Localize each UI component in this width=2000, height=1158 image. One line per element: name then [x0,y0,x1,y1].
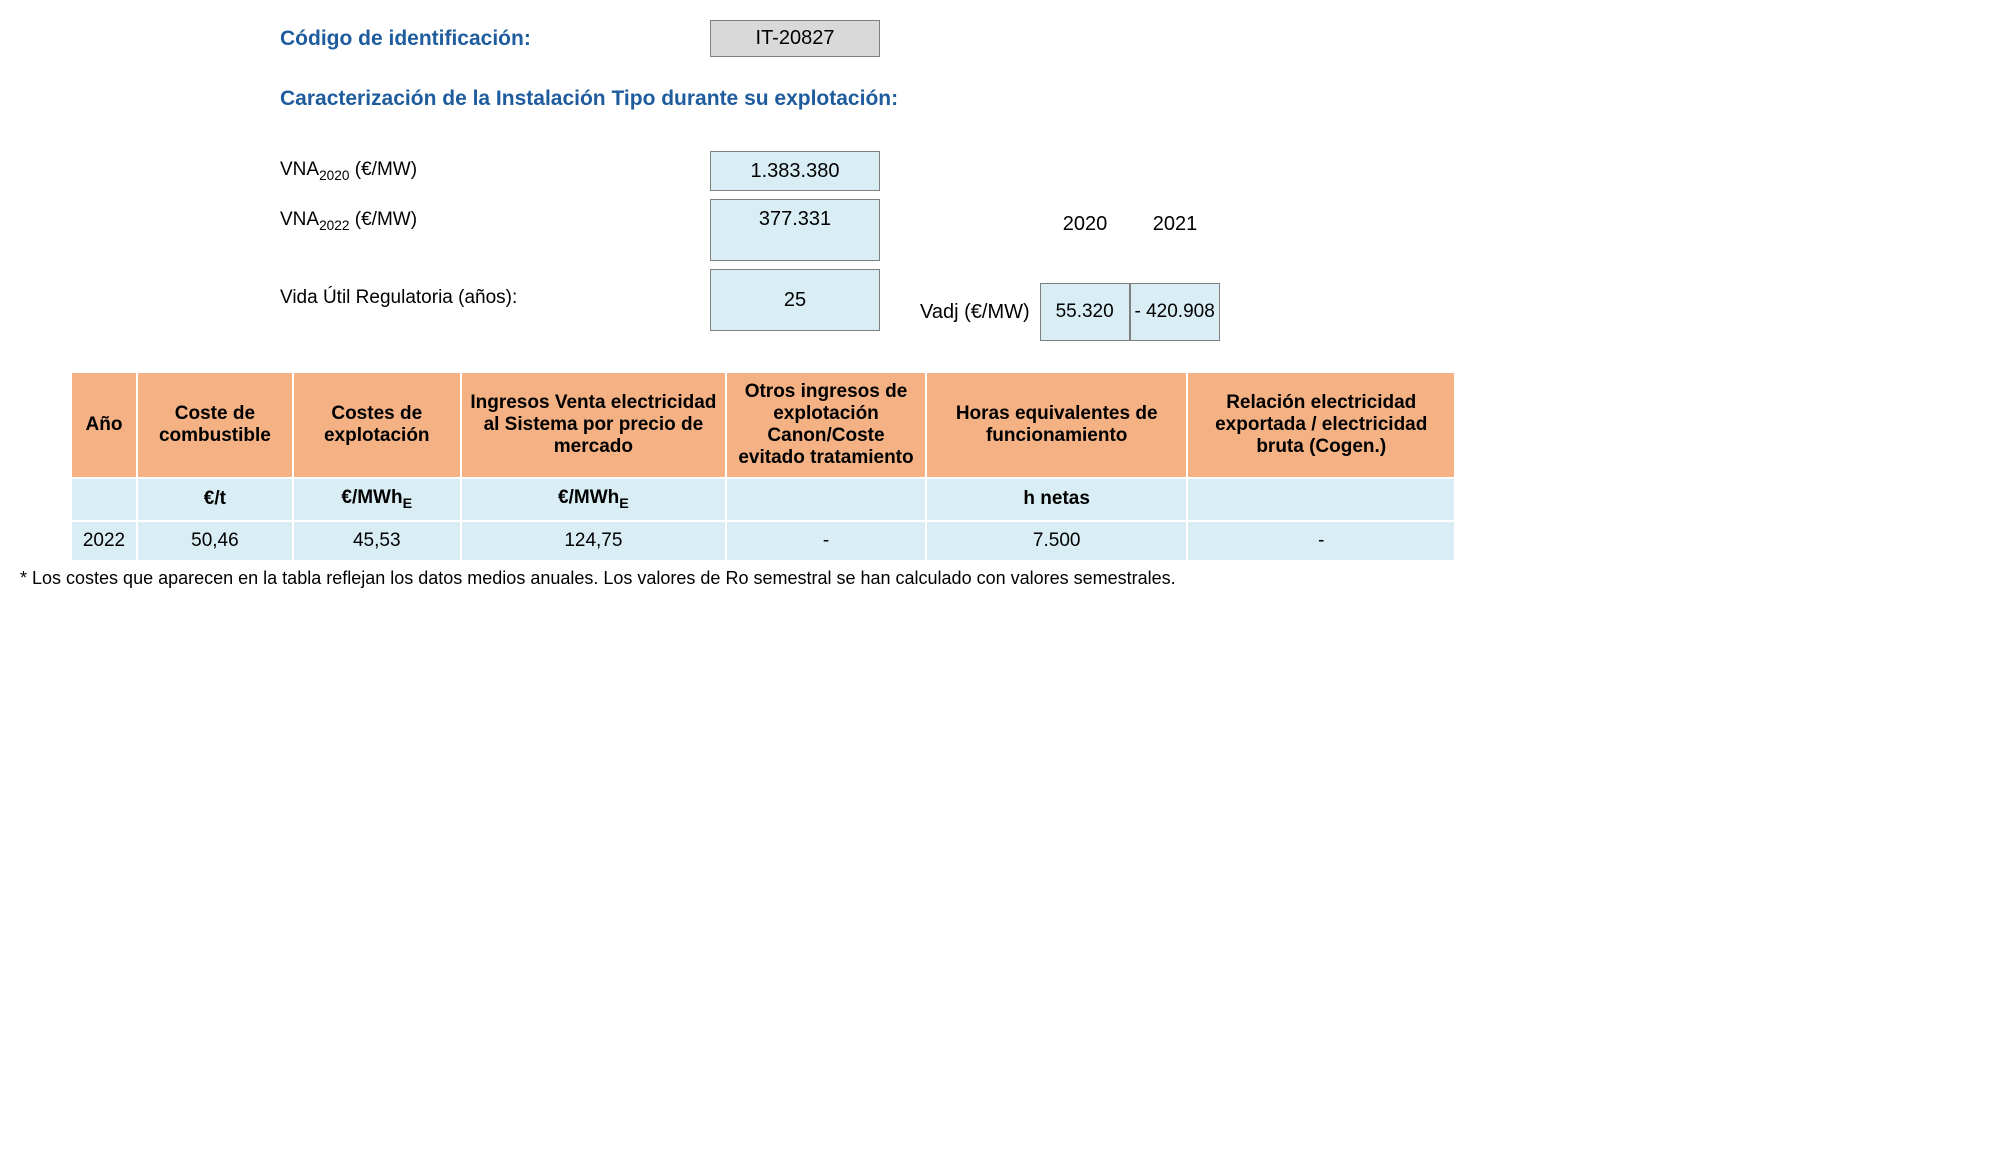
vna2020-row: VNA2020 (€/MW) 1.383.380 [280,151,1990,191]
vna2020-label-pre: VNA [280,159,319,180]
vida-row: Vida Útil Regulatoria (años): 25 Vadj (€… [280,269,1990,341]
vna2022-row: VNA2022 (€/MW) 377.331 2020 2021 [280,199,1990,261]
vadj-cells: 55.320 - 420.908 [1040,283,1220,341]
vna2022-label: VNA2022 (€/MW) [280,199,710,233]
vida-label: Vida Útil Regulatoria (años): [280,269,710,309]
th-ratio: Relación electricidad exportada / electr… [1187,372,1455,478]
vna2020-value: 1.383.380 [710,151,880,191]
th-opcost: Costes de explotación [293,372,461,478]
th-year: Año [71,372,137,478]
vna2020-label-post: (€/MW) [350,159,418,180]
unit-ratio [1187,478,1455,521]
th-fuel: Coste de combustible [137,372,293,478]
unit-hours: h netas [926,478,1188,521]
unit-sales: €/MWhE [461,478,726,521]
unit-opcost: €/MWhE [293,478,461,521]
cell-ratio: - [1187,521,1455,561]
cell-sales: 124,75 [461,521,726,561]
unit-year [71,478,137,521]
table-head: Año Coste de combustible Costes de explo… [71,372,1455,478]
cell-opcost: 45,53 [293,521,461,561]
th-hours: Horas equivalentes de funcionamiento [926,372,1188,478]
vadj-label: Vadj (€/MW) [920,301,1030,324]
vna2022-value: 377.331 [710,199,880,261]
vna2022-sub: 2022 [319,218,349,233]
table-row: 2022 50,46 45,53 124,75 - 7.500 - [71,521,1455,561]
id-label: Código de identificación: [280,27,710,51]
unit-opcost-pre: €/MWh [341,487,402,508]
vadj-year-0: 2020 [1040,209,1130,240]
table-header-row: Año Coste de combustible Costes de explo… [71,372,1455,478]
vadj-value-0: 55.320 [1040,283,1130,341]
vna2022-label-post: (€/MW) [350,209,418,230]
unit-other [726,478,926,521]
table-units-row: €/t €/MWhE €/MWhE h netas [71,478,1455,521]
id-value: IT-20827 [710,20,880,57]
identification-section: Código de identificación: IT-20827 [280,20,1990,57]
vida-value: 25 [710,269,880,331]
characterization-section: Caracterización de la Instalación Tipo d… [280,87,1990,341]
main-table: Año Coste de combustible Costes de explo… [70,371,1456,562]
char-title: Caracterización de la Instalación Tipo d… [280,87,1990,111]
th-other: Otros ingresos de explotación Canon/Cost… [726,372,926,478]
vadj-years-header: 2020 2021 [1040,209,1220,240]
table-body: €/t €/MWhE €/MWhE h netas 2022 50,46 45,… [71,478,1455,561]
unit-sales-pre: €/MWh [558,487,619,508]
vadj-years-wrap: 2020 2021 [1040,199,1220,240]
vadj-year-1: 2021 [1130,209,1220,240]
footnote: * Los costes que aparecen en la tabla re… [20,568,1990,589]
vna2022-label-pre: VNA [280,209,319,230]
th-sales: Ingresos Venta electricidad al Sistema p… [461,372,726,478]
cell-hours: 7.500 [926,521,1188,561]
cell-other: - [726,521,926,561]
id-row: Código de identificación: IT-20827 [280,20,1990,57]
vadj-value-1: - 420.908 [1130,283,1220,341]
unit-opcost-sub: E [403,496,413,512]
unit-sales-sub: E [619,496,629,512]
cell-year: 2022 [71,521,137,561]
vna2020-sub: 2020 [319,168,349,183]
unit-fuel: €/t [137,478,293,521]
vna2020-label: VNA2020 (€/MW) [280,159,710,183]
cell-fuel: 50,46 [137,521,293,561]
vadj-block: Vadj (€/MW) 55.320 - 420.908 [920,269,1220,341]
